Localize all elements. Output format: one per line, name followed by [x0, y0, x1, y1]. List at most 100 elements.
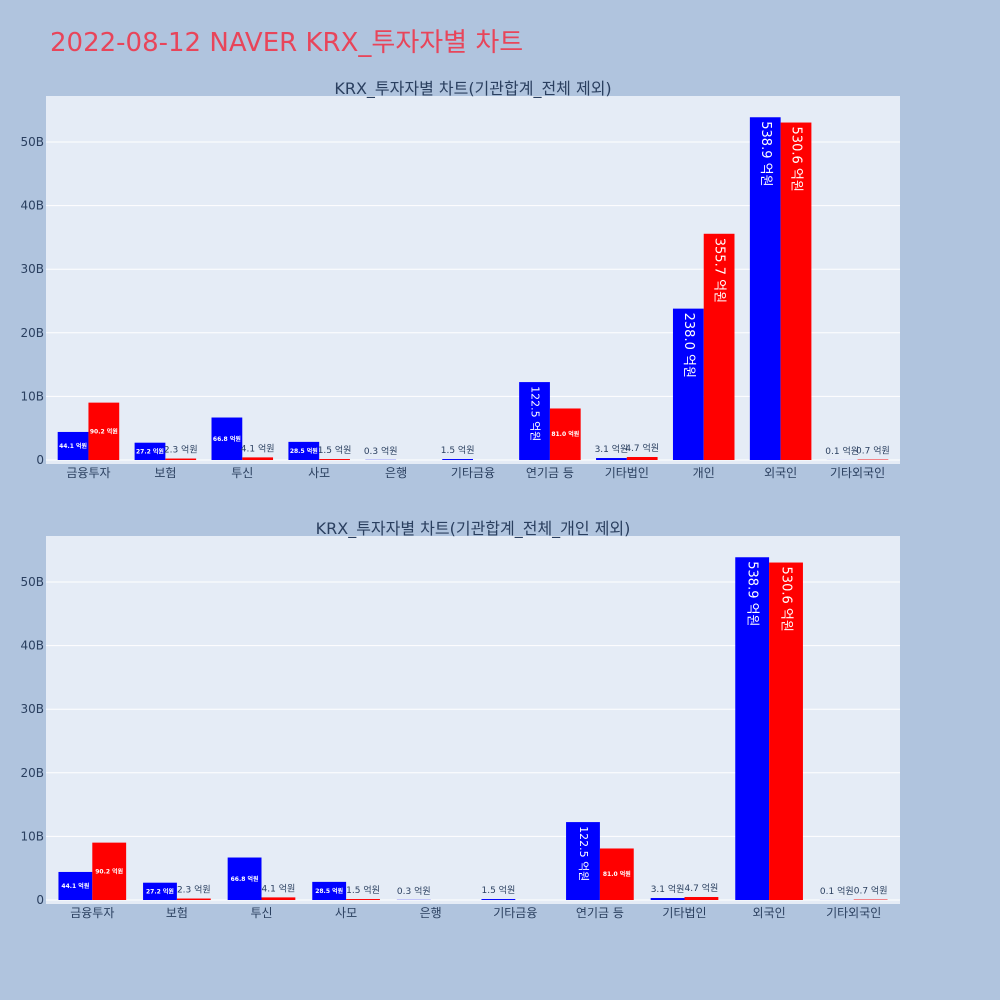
bar-value-label: 530.6 억원	[779, 567, 794, 632]
y-tick-label: 40B	[20, 639, 44, 653]
x-tick-label: 연기금 등	[526, 466, 574, 480]
x-tick-label: 기타법인	[662, 906, 706, 920]
bar-value-label: 4.7 억원	[685, 882, 719, 894]
sell-bar	[261, 897, 296, 900]
x-tick-label: 보험	[154, 466, 176, 480]
bar-value-label: 66.8 억원	[213, 435, 241, 443]
page-title: 2022-08-12 NAVER KRX_투자자별 차트	[50, 28, 524, 58]
bar-value-label: 28.5 억원	[315, 887, 343, 895]
buy-bar	[134, 442, 166, 460]
bar-value-label: 0.3 억원	[364, 445, 398, 457]
bar-value-label: 1.5 억원	[482, 884, 516, 896]
bar-value-label: 1.5 억원	[441, 444, 475, 456]
sell-bar	[165, 458, 197, 460]
x-tick-label: 연기금 등	[576, 906, 624, 920]
sell-bar	[242, 457, 274, 460]
x-tick-label: 기타외국인	[830, 466, 885, 480]
bar-value-label: 1.5 억원	[318, 444, 352, 456]
buy-bar	[566, 822, 600, 900]
bar-value-label: 66.8 억원	[231, 875, 259, 883]
bar-value-label: 2.3 억원	[177, 884, 211, 896]
y-tick-label: 20B	[20, 766, 44, 780]
bar-value-label: 3.1 억원	[595, 443, 629, 455]
sell-bar	[176, 898, 211, 900]
bar-value-label: 28.5 억원	[290, 447, 318, 455]
y-tick-label: 0	[36, 893, 44, 907]
x-tick-label: 외국인	[764, 466, 797, 480]
y-tick-label: 0	[36, 453, 44, 467]
y-tick-label: 20B	[20, 326, 44, 340]
buy-bar	[672, 308, 704, 460]
bar-value-label: 1.5 억원	[346, 884, 380, 896]
bar-value-label: 238.0 억원	[681, 313, 696, 378]
bar-value-label: 4.7 억원	[625, 442, 659, 454]
buy-bar	[211, 417, 243, 460]
x-tick-label: 투신	[231, 466, 253, 480]
sell-bar	[769, 562, 803, 900]
x-tick-label: 은행	[420, 905, 442, 920]
buy-bar	[481, 899, 516, 900]
bar-value-label: 44.1 억원	[61, 882, 89, 890]
bar-value-label: 0.3 억원	[397, 885, 431, 897]
bar-value-label: 27.2 억원	[146, 887, 174, 895]
sell-bar	[626, 457, 658, 460]
bar-value-label: 122.5 억원	[529, 386, 542, 441]
bar-value-label: 0.1 억원	[820, 885, 854, 897]
buy-bar	[312, 881, 347, 900]
bar-value-label: 538.9 억원	[745, 561, 760, 626]
bar-value-label: 530.6 억원	[789, 127, 804, 192]
buy-bar	[288, 441, 320, 460]
bar-value-label: 2.3 억원	[164, 444, 198, 456]
bar-value-label: 0.7 억원	[856, 445, 890, 457]
bar-value-label: 3.1 억원	[651, 883, 685, 895]
bar-value-label: 538.9 억원	[758, 121, 773, 186]
y-tick-label: 30B	[20, 702, 44, 716]
chart-title: KRX_투자자별 차트(기관합계_전체_개인 제외)	[316, 519, 631, 539]
y-tick-label: 40B	[20, 199, 44, 213]
sell-bar	[703, 233, 735, 460]
x-tick-label: 사모	[308, 466, 330, 480]
sell-bar	[780, 122, 812, 461]
buy-bar	[442, 459, 473, 460]
y-tick-label: 10B	[20, 389, 44, 403]
chart-title: KRX_투자자별 차트(기관합계_전체 제외)	[334, 79, 611, 99]
bar-value-label: 355.7 억원	[712, 238, 727, 303]
buy-bar	[650, 898, 685, 900]
x-tick-label: 금융투자	[70, 906, 114, 920]
buy-bar	[519, 382, 550, 460]
sell-bar	[549, 408, 581, 460]
buy-bar	[57, 431, 89, 460]
x-tick-label: 사모	[335, 906, 357, 920]
bar-value-label: 4.1 억원	[262, 882, 296, 894]
x-tick-label: 기타법인	[605, 466, 649, 480]
buy-bar	[735, 557, 770, 900]
x-tick-label: 은행	[385, 465, 407, 480]
bar-value-label: 0.1 억원	[825, 445, 859, 457]
bar-value-label: 90.2 억원	[90, 427, 118, 435]
buy-bar	[227, 857, 262, 900]
y-tick-label: 50B	[20, 135, 44, 149]
bar-value-label: 81.0 억원	[603, 870, 631, 878]
y-tick-label: 30B	[20, 262, 44, 276]
bar-value-label: 44.1 억원	[59, 442, 87, 450]
x-tick-label: 기타외국인	[826, 906, 881, 920]
sell-bar	[319, 459, 350, 460]
y-tick-label: 10B	[20, 829, 44, 843]
sell-bar	[684, 897, 719, 900]
sell-bar	[599, 848, 634, 900]
bar-value-label: 0.7 억원	[854, 885, 888, 897]
buy-bar	[596, 458, 627, 460]
x-tick-label: 보험	[166, 906, 188, 920]
buy-bar	[749, 117, 781, 461]
sell-bar	[88, 402, 120, 460]
bar-value-label: 122.5 억원	[577, 826, 590, 881]
x-tick-label: 금융투자	[66, 466, 110, 480]
x-tick-label: 개인	[693, 466, 715, 480]
bar-value-label: 27.2 억원	[136, 447, 164, 455]
bar-value-label: 81.0 억원	[551, 430, 579, 438]
sell-bar	[346, 899, 380, 900]
sell-bar	[92, 842, 127, 900]
x-tick-label: 기타금융	[493, 906, 537, 920]
bar-value-label: 4.1 억원	[241, 442, 275, 454]
